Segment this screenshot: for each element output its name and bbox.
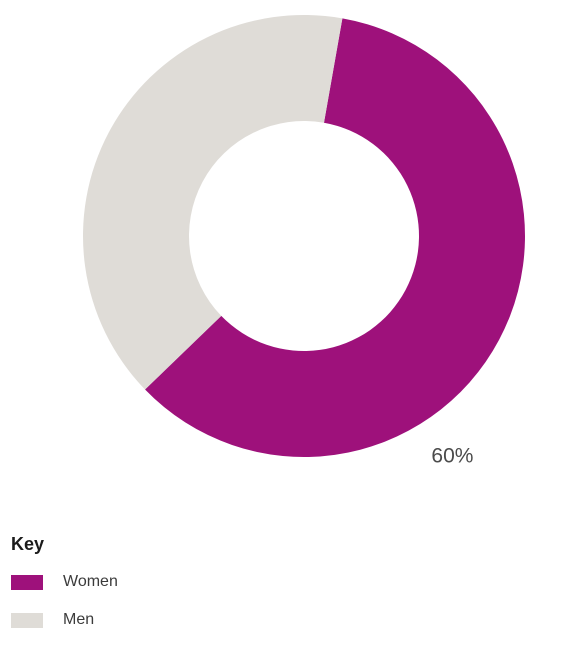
slice-label-women: 60% (431, 444, 473, 467)
key-label-women: Women (63, 573, 118, 590)
chart-key: Key Women Men (11, 533, 551, 647)
key-item-men: Men (11, 609, 551, 631)
key-label-men: Men (63, 611, 95, 628)
key-swatch-women (11, 574, 43, 590)
slice-men (82, 14, 343, 390)
key-swatch-men (11, 612, 43, 628)
slice-women (145, 18, 525, 457)
key-title: Key (11, 534, 45, 554)
donut-slices (82, 14, 525, 457)
donut-slice-labels: 60%40% (431, 444, 473, 467)
donut-chart: 60%40% (82, 14, 525, 467)
key-item-women: Women (11, 571, 551, 593)
